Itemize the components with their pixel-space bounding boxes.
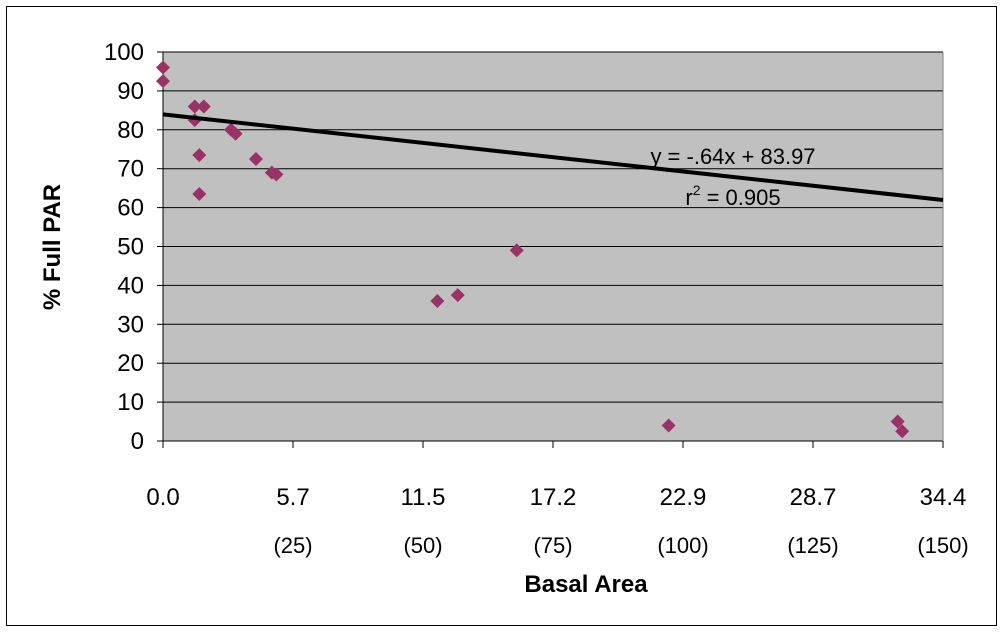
x-tick-label-secondary: (150)	[917, 533, 968, 558]
y-tick-label: 70	[117, 156, 144, 183]
x-tick-label: 11.5	[401, 484, 446, 511]
x-tick-label-secondary: (50)	[403, 533, 442, 558]
x-tick-label: 5.7	[276, 484, 309, 511]
x-tick-label: 17.2	[530, 484, 577, 511]
x-tick-label: 0.0	[146, 484, 179, 511]
y-tick-label: 80	[117, 117, 144, 144]
x-tick-label-secondary: (75)	[533, 533, 572, 558]
r-squared-superscript: 2	[693, 182, 701, 198]
y-axis-title: % Full PAR	[39, 184, 66, 310]
y-tick-labels: 0 10 20 30 40 50 60 70 80 90 100	[104, 39, 144, 455]
y-tick-label: 30	[117, 311, 144, 338]
x-tick-label: 34.4	[920, 484, 967, 511]
x-tick-labels-secondary: (25) (50) (75) (100) (125) (150)	[273, 533, 968, 558]
y-tick-label: 0	[131, 428, 144, 455]
x-tick-label-secondary: (100)	[657, 533, 708, 558]
trendline-equation: y = -.64x + 83.97	[650, 144, 815, 169]
r-squared-value: = 0.905	[700, 185, 780, 210]
x-axis-title: Basal Area	[524, 571, 648, 598]
r-squared-label: r2 = 0.905	[685, 182, 780, 210]
y-tick-label: 50	[117, 234, 144, 261]
x-tick-label-secondary: (125)	[787, 533, 838, 558]
x-tick-label-secondary: (25)	[273, 533, 312, 558]
x-tick-label: 22.9	[660, 484, 707, 511]
y-tick-label: 90	[117, 78, 144, 105]
y-tick-label: 100	[104, 39, 144, 66]
x-tick-labels: 0.0 5.7 11.5 17.2 22.9 28.7 34.4	[146, 484, 966, 511]
r-squared-prefix: r	[685, 185, 692, 210]
x-tick-label: 28.7	[790, 484, 837, 511]
y-tick-label: 10	[117, 389, 144, 416]
y-tick-label: 60	[117, 195, 144, 222]
y-tick-label: 40	[117, 272, 144, 299]
y-tick-label: 20	[117, 350, 144, 377]
